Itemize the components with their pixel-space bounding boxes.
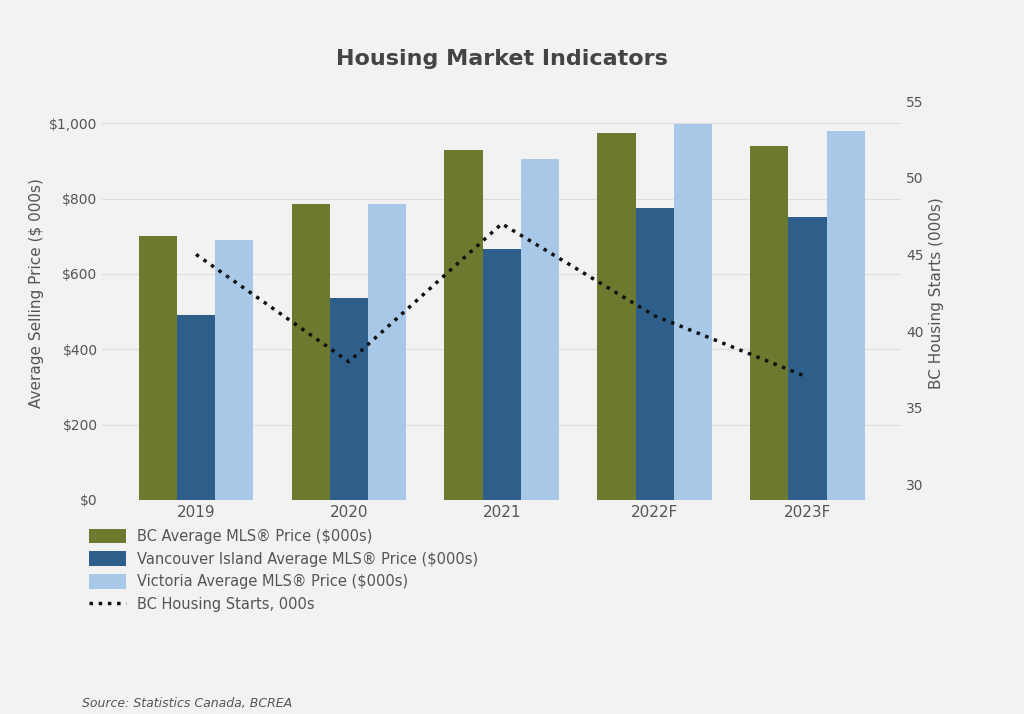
Text: Source: Statistics Canada, BCREA: Source: Statistics Canada, BCREA xyxy=(82,697,292,710)
Bar xyxy=(826,131,865,500)
BC Housing Starts, 000s xyxy=(802,373,814,381)
Y-axis label: BC Housing Starts (000s): BC Housing Starts (000s) xyxy=(929,197,944,388)
Bar xyxy=(368,204,407,500)
Bar xyxy=(482,249,521,500)
Legend: BC Average MLS® Price ($000s), Vancouver Island Average MLS® Price ($000s), Vict: BC Average MLS® Price ($000s), Vancouver… xyxy=(89,528,478,612)
Bar xyxy=(292,204,330,500)
BC Housing Starts, 000s xyxy=(496,219,508,228)
Bar xyxy=(330,298,368,500)
Bar xyxy=(751,146,788,500)
Bar xyxy=(674,124,712,500)
Bar xyxy=(444,150,482,500)
Y-axis label: Average Selling Price ($ 000s): Average Selling Price ($ 000s) xyxy=(29,178,44,408)
Bar xyxy=(138,236,177,500)
Bar xyxy=(597,133,636,500)
Bar xyxy=(636,208,674,500)
Title: Housing Market Indicators: Housing Market Indicators xyxy=(336,49,668,69)
Bar xyxy=(177,316,215,500)
Bar xyxy=(521,159,559,500)
BC Housing Starts, 000s xyxy=(648,311,660,320)
BC Housing Starts, 000s xyxy=(343,358,355,366)
Bar xyxy=(788,218,826,500)
Line: BC Housing Starts, 000s: BC Housing Starts, 000s xyxy=(196,223,808,377)
BC Housing Starts, 000s xyxy=(189,250,202,258)
Bar xyxy=(215,240,253,500)
